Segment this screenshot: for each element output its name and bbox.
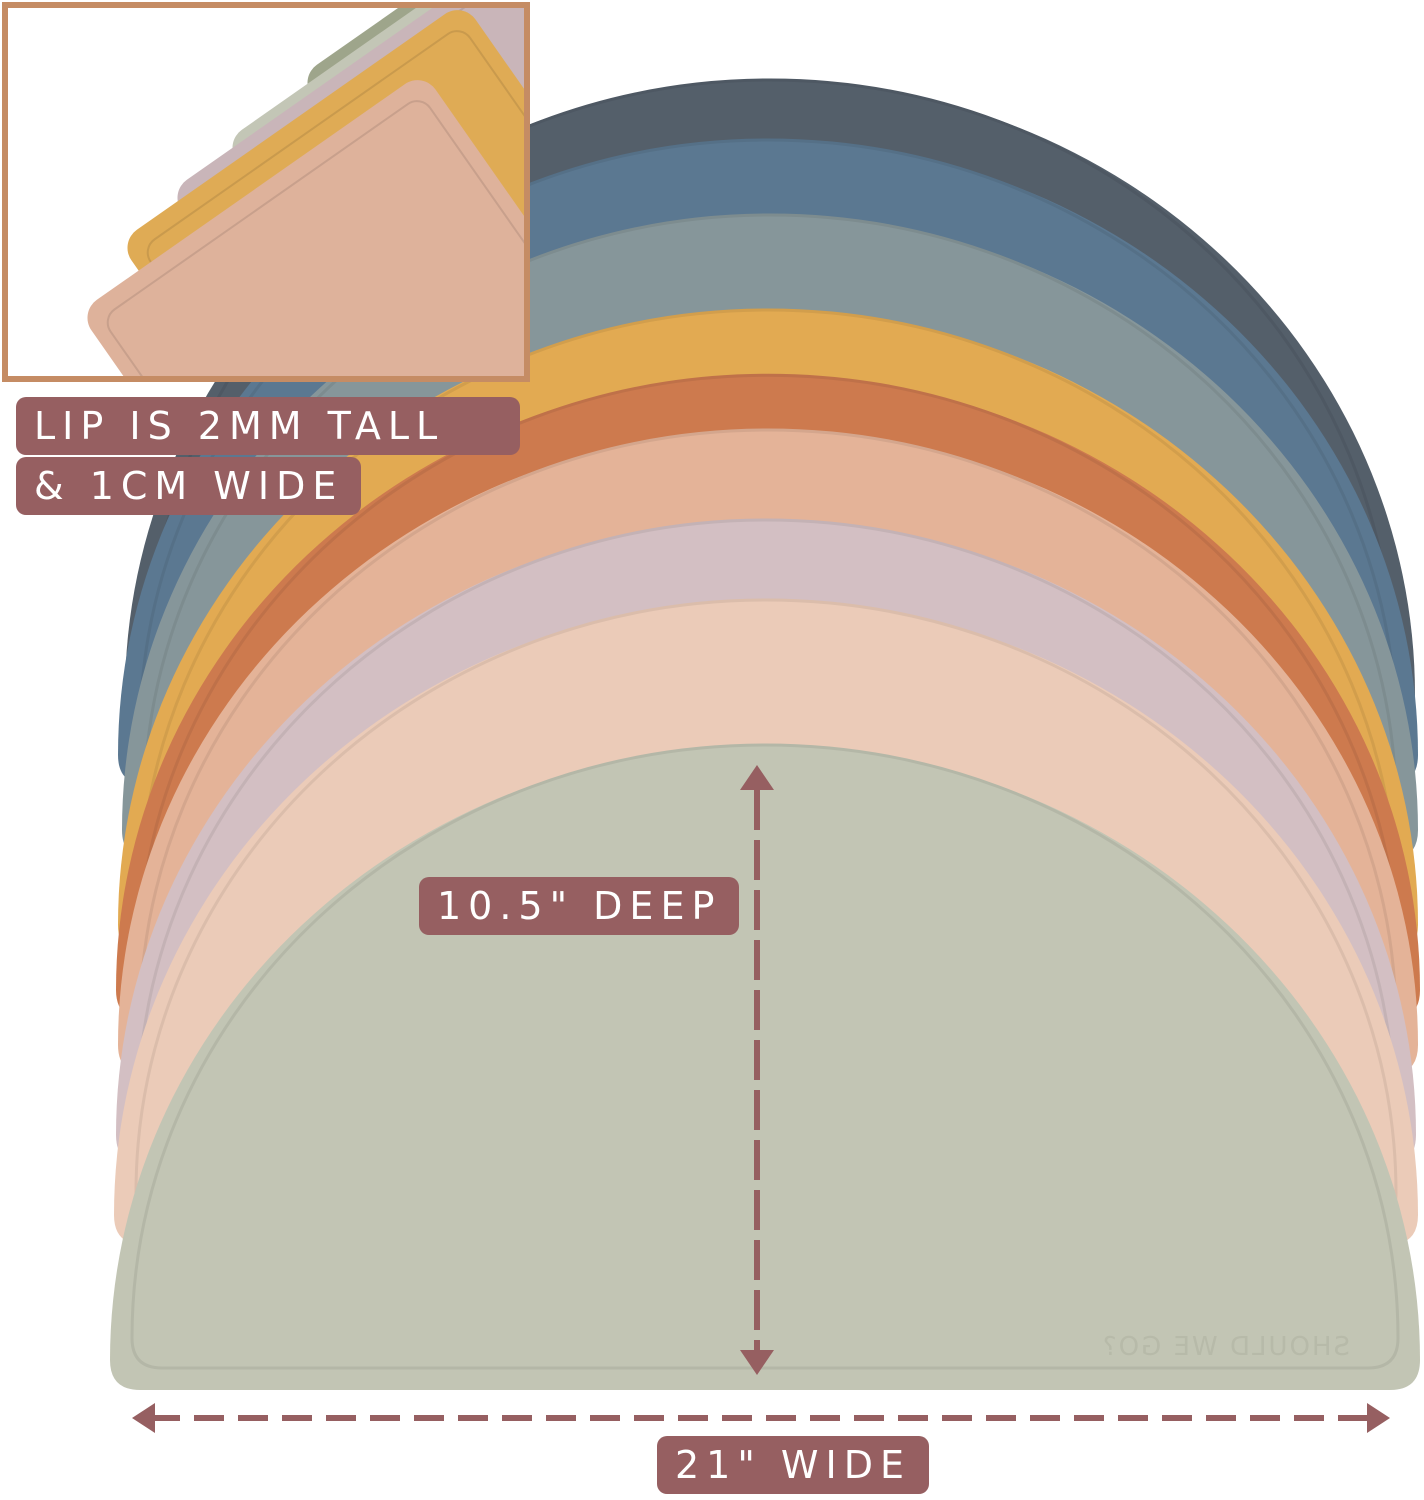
lip-width-label: & 1CM WIDE [16, 457, 362, 515]
width-label: 21" WIDE [657, 1436, 929, 1494]
depth-label: 10.5" DEEP [419, 877, 740, 935]
width-arrow [132, 1403, 1390, 1433]
inset-mat-5 [87, 80, 524, 376]
lip-height-label: LIP IS 2MM TALL [16, 397, 520, 455]
depth-arrow [740, 765, 774, 1375]
inset-mats [87, 8, 524, 376]
inset-mat-lip-5 [106, 100, 524, 376]
inset-mat-lip-4 [146, 30, 524, 376]
emboss-logo: SHOULD WE GO? [1101, 1332, 1350, 1362]
lip-detail-inset [2, 2, 530, 382]
placemat-lip-9 [130, 743, 1400, 1370]
